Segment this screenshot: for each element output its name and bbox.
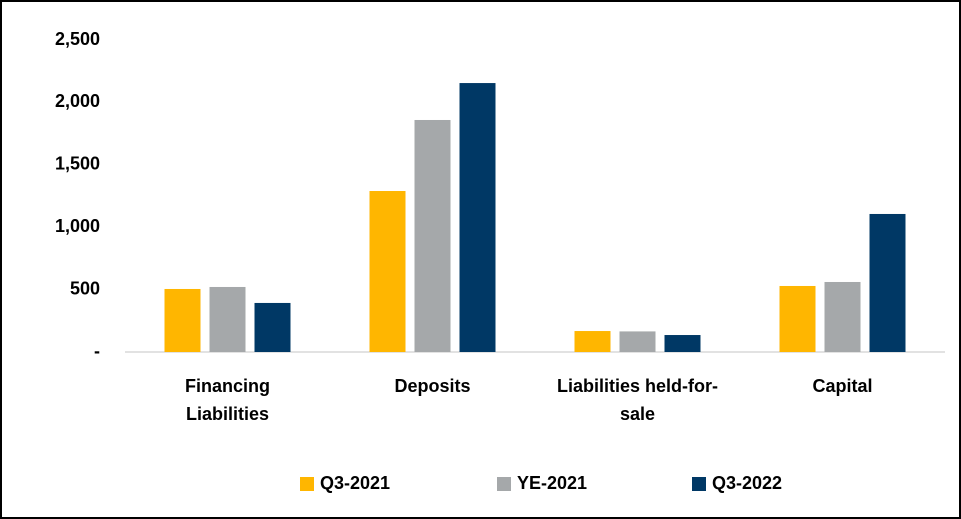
x-tick-label: Deposits — [394, 376, 471, 396]
y-tick-label: 2,500 — [55, 29, 100, 49]
legend-label: Q3-2021 — [320, 473, 390, 493]
bar — [164, 288, 201, 352]
y-tick-label: 1,500 — [55, 154, 100, 174]
bar — [369, 191, 406, 352]
bar — [619, 331, 656, 352]
legend-swatch — [497, 477, 511, 491]
legend-label: Q3-2022 — [712, 473, 782, 493]
x-tick-label: Capital — [812, 376, 873, 396]
legend-swatch — [300, 477, 314, 491]
legend-swatch — [692, 477, 706, 491]
bar — [869, 213, 906, 352]
bar — [414, 119, 451, 353]
x-tick-label: Liabilities held-for-sale — [556, 376, 718, 424]
bar — [209, 286, 246, 352]
y-tick-label: 1,000 — [55, 216, 100, 236]
bar — [254, 302, 291, 352]
bar — [459, 83, 496, 352]
bar — [574, 331, 611, 352]
x-tick-label: Financing Liabilities — [185, 376, 270, 424]
y-tick-label: - — [94, 341, 100, 361]
bar — [664, 335, 701, 352]
bar — [824, 281, 861, 352]
y-tick-label: 2,000 — [55, 91, 100, 111]
y-tick-label: 500 — [70, 278, 100, 298]
bar — [779, 285, 816, 352]
legend-label: YE-2021 — [517, 473, 587, 493]
